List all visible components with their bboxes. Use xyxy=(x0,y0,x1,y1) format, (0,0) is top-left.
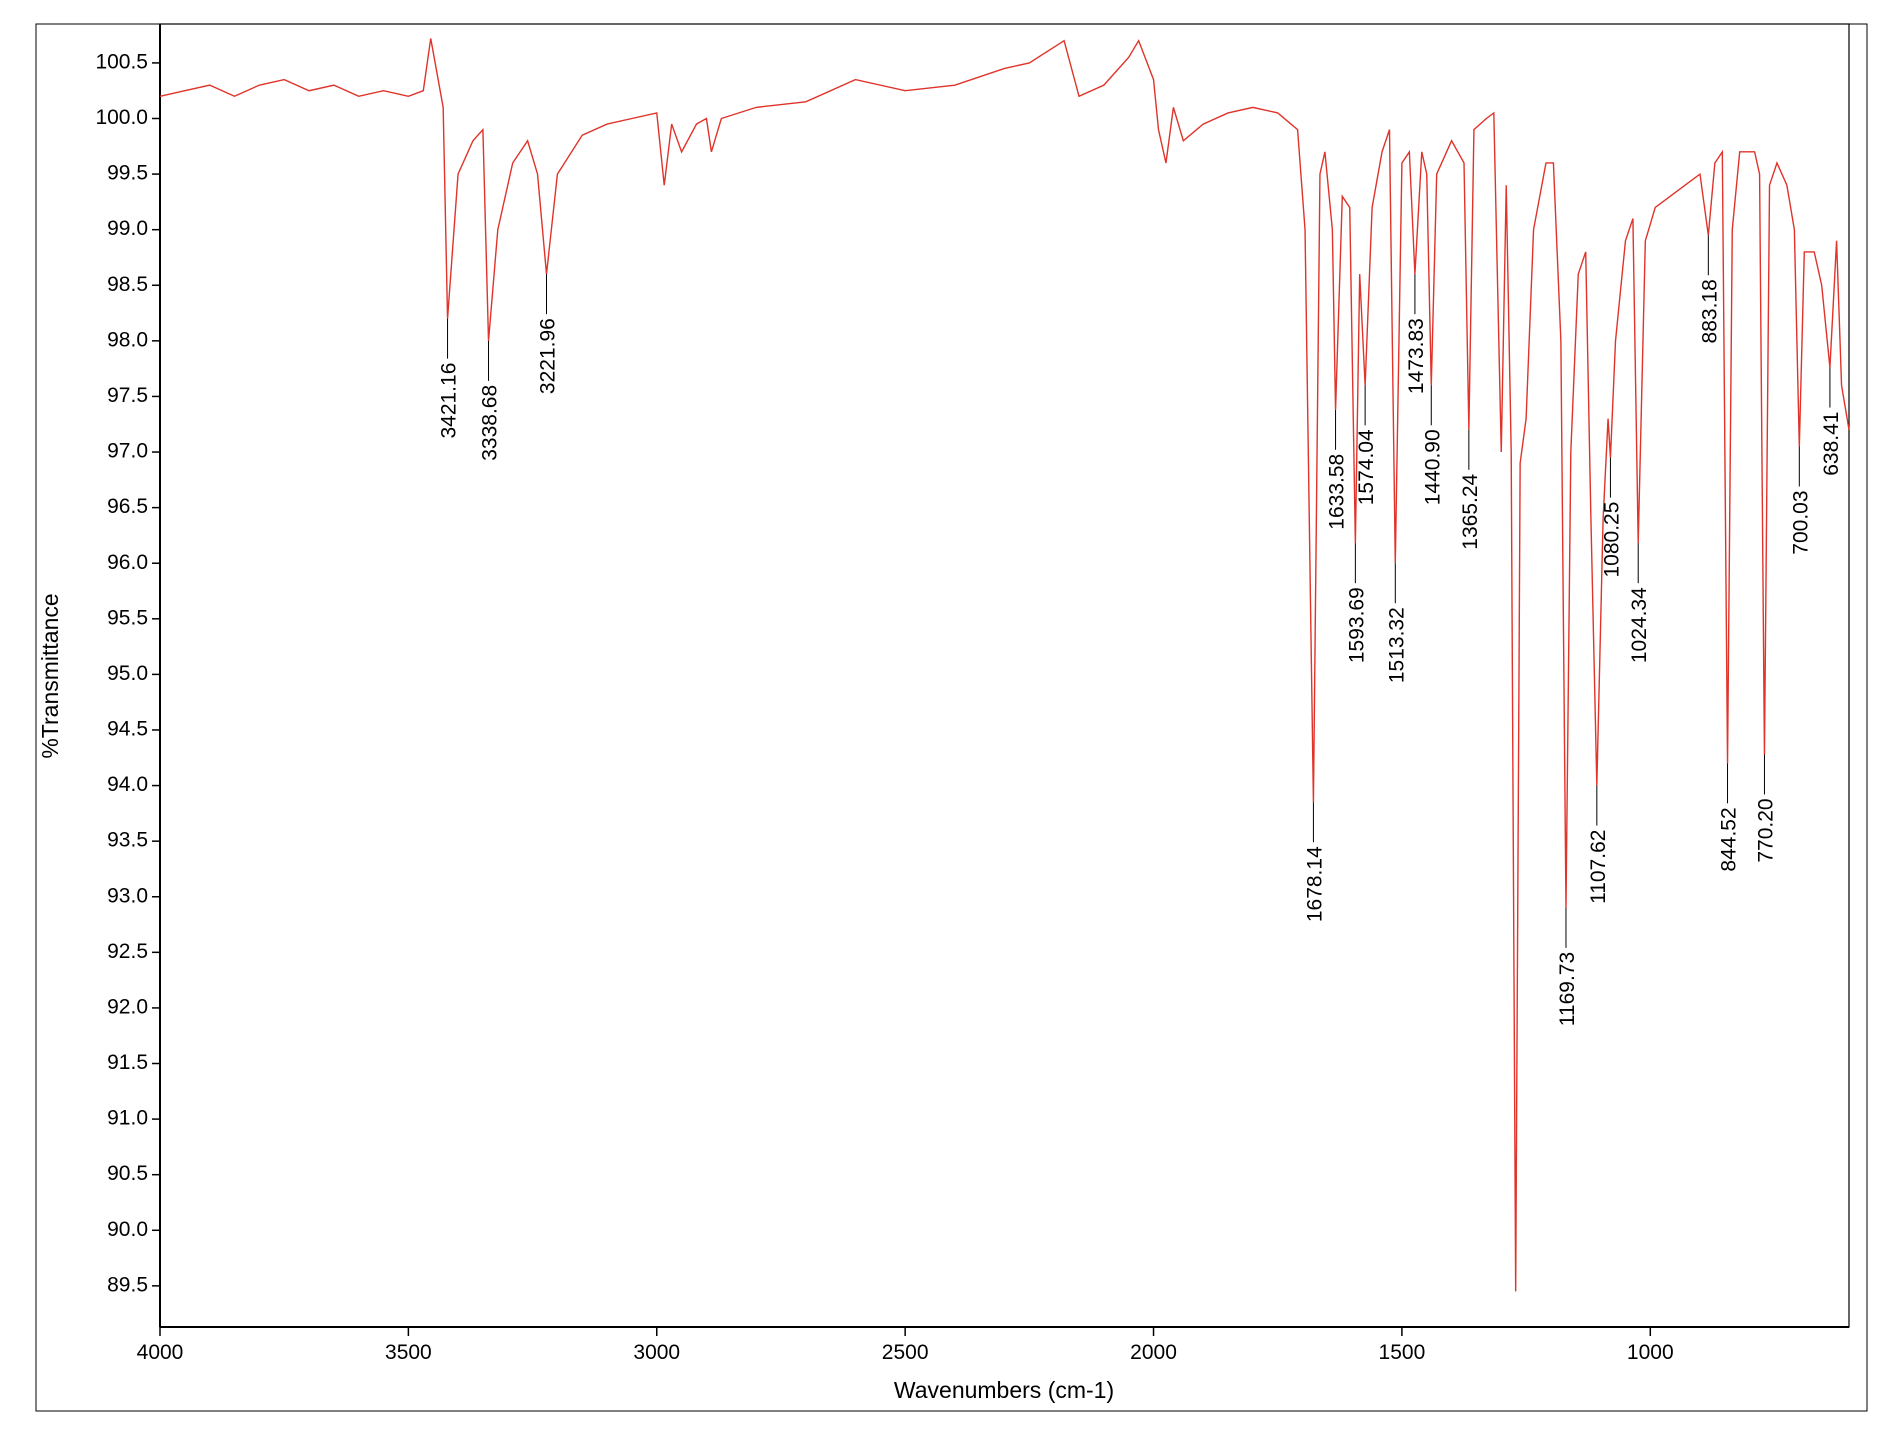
y-tick-label: 96.0 xyxy=(107,551,148,574)
peak-label: 1080.25 xyxy=(1600,502,1623,578)
spectrum-line xyxy=(159,38,1850,1292)
y-tick-label: 91.5 xyxy=(107,1051,148,1074)
peak-label: 1678.14 xyxy=(1303,846,1326,922)
x-tick-label: 4000 xyxy=(137,1341,184,1364)
y-tick-label: 100.0 xyxy=(95,106,148,129)
peak-label: 3421.16 xyxy=(438,363,461,439)
peak-label: 1473.83 xyxy=(1405,318,1428,394)
y-tick-label: 91.0 xyxy=(107,1107,148,1130)
y-tick-label: 99.5 xyxy=(107,162,148,185)
x-tick-label: 1500 xyxy=(1379,1341,1426,1364)
y-tick-label: 98.5 xyxy=(107,273,148,296)
x-axis-label: Wavenumbers (cm-1) xyxy=(894,1377,1114,1403)
peak-label: 1440.90 xyxy=(1421,429,1444,505)
y-tick-label: 94.0 xyxy=(107,773,148,796)
y-tick-label: 93.5 xyxy=(107,829,148,852)
y-tick-label: 90.5 xyxy=(107,1162,148,1185)
x-tick-label: 3500 xyxy=(385,1341,432,1364)
y-tick-label: 99.0 xyxy=(107,217,148,240)
peak-label: 844.52 xyxy=(1718,807,1741,871)
peak-label: 883.18 xyxy=(1698,279,1721,343)
y-tick-label: 94.5 xyxy=(107,718,148,741)
y-tick-label: 92.5 xyxy=(107,940,148,963)
y-tick-label: 89.5 xyxy=(107,1273,148,1296)
y-tick-label: 95.5 xyxy=(107,606,148,629)
y-tick-label: 90.0 xyxy=(107,1218,148,1241)
peak-label: 1365.24 xyxy=(1459,473,1482,549)
frame xyxy=(35,23,1868,1412)
peak-label: 1633.58 xyxy=(1326,454,1349,530)
y-tick-label: 98.0 xyxy=(107,328,148,351)
x-tick-label: 3000 xyxy=(633,1341,680,1364)
peak-label: 1593.69 xyxy=(1345,587,1368,663)
x-tick-label: 2500 xyxy=(882,1341,929,1364)
y-tick-label: 92.0 xyxy=(107,995,148,1018)
peak-label: 3338.68 xyxy=(479,385,502,461)
peak-label: 1169.73 xyxy=(1556,952,1579,1026)
peak-label: 1107.62 xyxy=(1587,830,1610,904)
y-tick-label: 96.5 xyxy=(107,495,148,518)
y-tick-label: 97.5 xyxy=(107,384,148,407)
x-tick-label: 1000 xyxy=(1627,1341,1674,1364)
plot-area xyxy=(159,23,1850,1328)
peak-label: 700.03 xyxy=(1789,490,1812,554)
y-axis-label: %Transmittance xyxy=(37,593,63,758)
y-tick-label: 100.5 xyxy=(95,50,148,73)
peak-label: 3221.96 xyxy=(537,318,560,394)
y-tick-label: 95.0 xyxy=(107,662,148,685)
peak-label: 1513.32 xyxy=(1385,607,1408,683)
y-tick-label: 97.0 xyxy=(107,440,148,463)
x-tick-label: 2000 xyxy=(1130,1341,1177,1364)
peak-label: 1024.34 xyxy=(1628,587,1651,663)
peak-label: 638.41 xyxy=(1820,412,1843,476)
peak-label: 770.20 xyxy=(1754,798,1777,862)
peak-label: 1574.04 xyxy=(1355,429,1378,505)
y-tick-label: 93.0 xyxy=(107,884,148,907)
